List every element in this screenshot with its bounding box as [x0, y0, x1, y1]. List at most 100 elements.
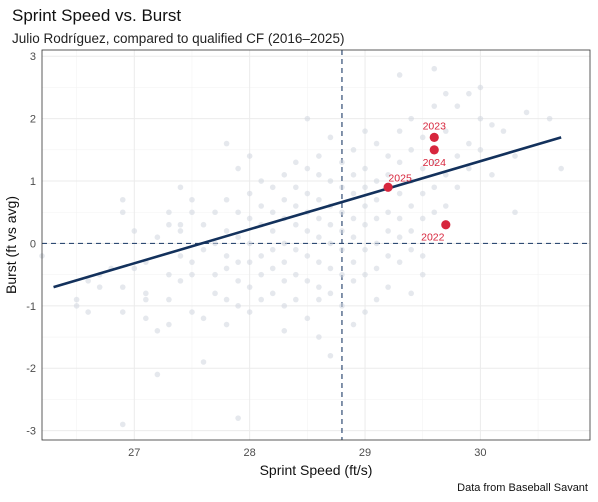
- background-point: [419, 165, 426, 172]
- y-tick-label: -1: [26, 301, 36, 313]
- background-point: [396, 159, 403, 166]
- background-point: [442, 203, 449, 209]
- background-point: [85, 278, 91, 284]
- data-source-caption: Data from Baseball Savant: [457, 482, 588, 494]
- background-point: [189, 209, 195, 216]
- background-point: [431, 209, 438, 216]
- background-point: [223, 140, 230, 147]
- point-label-2022: 2022: [421, 232, 445, 244]
- background-point: [131, 228, 138, 234]
- background-point: [385, 253, 391, 259]
- background-point: [189, 271, 195, 278]
- highlight-point-2022: [441, 220, 451, 230]
- background-point: [362, 309, 368, 315]
- background-point: [281, 259, 288, 265]
- background-point: [304, 165, 311, 172]
- background-point: [304, 115, 311, 122]
- background-point: [500, 128, 507, 134]
- background-point: [281, 196, 288, 203]
- y-tick-label: 0: [30, 238, 36, 250]
- background-point: [466, 165, 472, 172]
- background-point: [177, 228, 184, 234]
- background-point: [293, 296, 299, 303]
- background-point: [85, 309, 91, 315]
- background-point: [419, 215, 426, 222]
- background-point: [385, 284, 391, 290]
- background-point: [350, 259, 357, 265]
- background-point: [327, 265, 334, 272]
- background-point: [431, 184, 438, 191]
- background-point: [489, 172, 495, 178]
- highlight-point-2024: [429, 145, 439, 155]
- background-point: [339, 184, 345, 191]
- background-point: [385, 228, 391, 234]
- background-point: [339, 159, 345, 166]
- background-point: [546, 115, 553, 122]
- background-point: [454, 103, 461, 109]
- background-point: [316, 296, 322, 303]
- background-point: [246, 153, 253, 159]
- background-point: [454, 153, 461, 159]
- y-axis-title: Burst (ft vs avg): [3, 196, 19, 294]
- background-point: [362, 128, 368, 134]
- x-tick-label: 30: [474, 447, 486, 459]
- background-point: [408, 228, 414, 234]
- y-tick-label: 3: [30, 51, 36, 63]
- highlight-points: 2023 2024 2025 2022: [383, 120, 451, 244]
- background-point: [316, 234, 322, 240]
- background-point: [293, 246, 299, 253]
- background-point: [304, 315, 311, 322]
- background-point: [512, 209, 518, 216]
- background-point: [246, 190, 253, 197]
- background-point: [327, 134, 334, 141]
- background-point: [258, 296, 265, 303]
- background-point: [373, 296, 380, 303]
- background-point: [396, 128, 403, 134]
- background-point: [396, 234, 403, 240]
- background-point: [119, 284, 126, 290]
- background-point: [408, 290, 414, 297]
- x-tick-label: 29: [359, 447, 371, 459]
- background-point: [189, 309, 195, 315]
- background-point: [304, 228, 311, 234]
- background-point: [269, 209, 276, 216]
- background-point: [212, 290, 218, 297]
- background-point: [269, 184, 276, 191]
- background-point: [119, 309, 126, 315]
- background-point: [304, 190, 311, 197]
- background-point: [477, 115, 484, 122]
- background-point: [362, 221, 368, 228]
- background-point: [269, 246, 276, 253]
- background-point: [177, 278, 184, 284]
- background-point: [419, 134, 426, 141]
- background-point: [131, 265, 138, 272]
- background-point: [293, 159, 299, 166]
- background-point: [442, 90, 449, 97]
- background-point: [73, 303, 80, 309]
- background-point: [327, 240, 334, 247]
- background-point: [154, 328, 161, 334]
- background-point: [143, 290, 149, 297]
- background-point: [304, 253, 311, 259]
- background-point: [477, 84, 484, 91]
- background-point: [177, 184, 184, 191]
- background-point: [293, 184, 299, 191]
- background-point: [235, 278, 241, 284]
- background-point: [269, 265, 276, 272]
- background-point: [373, 215, 380, 222]
- background-point: [143, 296, 149, 303]
- background-point: [223, 253, 230, 259]
- background-point: [177, 253, 184, 259]
- background-point: [512, 153, 518, 159]
- background-point: [119, 196, 126, 203]
- background-point: [419, 271, 426, 278]
- background-point: [362, 271, 368, 278]
- background-point: [316, 215, 322, 222]
- background-point: [408, 115, 414, 122]
- tick-labels: 27 28 29 30 -3 -2 -1 0 1 2 3: [26, 51, 486, 459]
- background-point: [269, 228, 276, 234]
- background-point: [523, 109, 530, 116]
- background-point: [200, 221, 207, 228]
- background-point: [431, 65, 438, 72]
- background-point: [293, 203, 299, 209]
